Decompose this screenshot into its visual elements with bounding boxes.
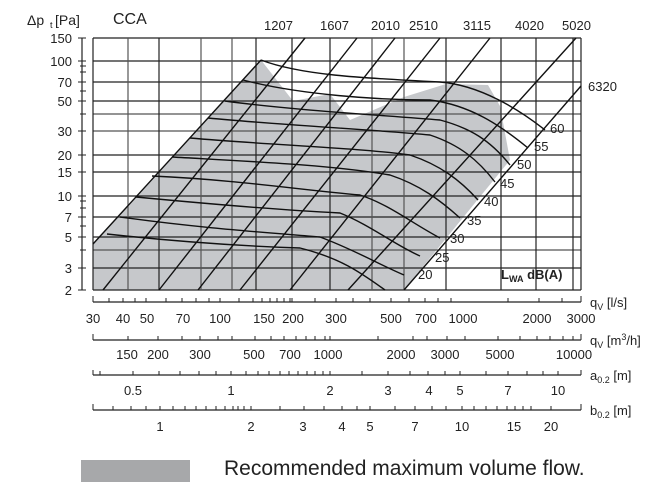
svg-text:20: 20 [544,419,558,434]
svg-text:15: 15 [507,419,521,434]
svg-text:25: 25 [435,250,449,265]
svg-text:30: 30 [450,231,464,246]
svg-text:70: 70 [176,311,190,326]
sound-unit-label: LWA dB(A) [501,267,562,284]
svg-text:40: 40 [116,311,130,326]
top-labels: 1207 1607 2010 2510 3115 4020 5020 6320 [264,18,617,94]
x-axis-a02: 0.5 1 2 3 4 5 7 10 a0.2 [m] [92,368,631,398]
svg-text:30: 30 [58,124,72,139]
x-axis-ls: 30 40 50 70 100 150 200 300 500 700 1000… [86,295,627,326]
diagonal-lines [92,37,582,291]
svg-text:5: 5 [366,419,373,434]
svg-text:200: 200 [147,347,169,362]
y-axis-title: Δp t [Pa] [27,12,80,30]
svg-text:500: 500 [380,311,402,326]
svg-text:2000: 2000 [387,347,416,362]
svg-text:150: 150 [50,31,72,46]
svg-text:45: 45 [500,176,514,191]
svg-text:1207: 1207 [264,18,293,33]
svg-text:3000: 3000 [567,311,596,326]
svg-text:0.5: 0.5 [124,383,142,398]
svg-text:2: 2 [247,419,254,434]
svg-text:2010: 2010 [371,18,400,33]
svg-text:2: 2 [65,283,72,298]
svg-text:4: 4 [338,419,345,434]
svg-text:1000: 1000 [314,347,343,362]
x-axis-b02-label: b0.2 [m] [590,403,631,420]
svg-text:700: 700 [279,347,301,362]
svg-text:150: 150 [116,347,138,362]
svg-text:10000: 10000 [556,347,592,362]
svg-text:15: 15 [58,165,72,180]
svg-text:40: 40 [484,194,498,209]
svg-text:700: 700 [415,311,437,326]
svg-text:150: 150 [253,311,275,326]
svg-text:Δp: Δp [27,12,44,28]
svg-text:4020: 4020 [515,18,544,33]
svg-text:1: 1 [227,383,234,398]
svg-text:2510: 2510 [409,18,438,33]
svg-text:5: 5 [65,230,72,245]
svg-text:t: t [50,20,53,30]
y-axis: 150 100 70 50 30 20 15 10 7 5 3 2 [50,31,86,298]
svg-text:3: 3 [65,261,72,276]
x-axis-b02: 1 2 3 4 5 7 10 15 20 b0.2 [m] [92,403,631,434]
svg-text:5: 5 [456,383,463,398]
svg-text:7: 7 [504,383,511,398]
svg-text:1: 1 [156,419,163,434]
x-axis-m3h: 150 200 300 500 700 1000 2000 3000 5000 … [92,332,641,362]
svg-text:200: 200 [282,311,304,326]
svg-text:10: 10 [58,189,72,204]
svg-text:[Pa]: [Pa] [55,12,80,28]
svg-text:70: 70 [58,75,72,90]
svg-text:300: 300 [325,311,347,326]
svg-text:5000: 5000 [486,347,515,362]
x-axis-a02-label: a0.2 [m] [590,368,631,385]
svg-text:10: 10 [551,383,565,398]
svg-text:50: 50 [58,94,72,109]
svg-text:10: 10 [455,419,469,434]
sound-level-labels: 20 25 30 35 40 45 50 55 60 [418,121,564,282]
svg-text:100: 100 [50,54,72,69]
svg-text:3: 3 [384,383,391,398]
svg-text:30: 30 [86,311,100,326]
svg-text:50: 50 [517,157,531,172]
svg-text:4: 4 [425,383,432,398]
svg-text:20: 20 [418,267,432,282]
svg-text:1000: 1000 [449,311,478,326]
svg-text:20: 20 [58,148,72,163]
svg-text:55: 55 [534,139,548,154]
legend-swatch [81,460,190,482]
svg-text:35: 35 [467,213,481,228]
svg-text:2000: 2000 [523,311,552,326]
chart-title: CCA [113,11,147,28]
x-axis-ls-label: qV [l/s] [590,295,627,312]
svg-text:100: 100 [209,311,231,326]
svg-text:500: 500 [243,347,265,362]
svg-text:3115: 3115 [463,18,491,33]
right-label: 6320 [588,79,617,94]
svg-text:50: 50 [140,311,154,326]
svg-text:3: 3 [299,419,306,434]
x-axis-m3h-label: qV [m3/h] [590,332,641,350]
legend-text: Recommended maximum volume flow. [224,457,585,480]
svg-text:7: 7 [65,210,72,225]
sound-curves [106,59,546,291]
svg-text:1607: 1607 [320,18,349,33]
svg-text:300: 300 [189,347,211,362]
svg-text:2: 2 [326,383,333,398]
svg-text:60: 60 [550,121,564,136]
svg-text:5020: 5020 [562,18,591,33]
svg-text:7: 7 [411,419,418,434]
svg-text:3000: 3000 [431,347,460,362]
